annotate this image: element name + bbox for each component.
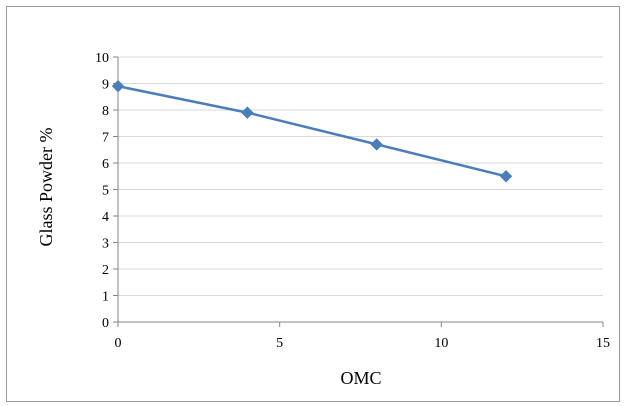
data-point-marker — [371, 139, 382, 150]
gridlines — [118, 57, 603, 296]
y-tick-label: 3 — [102, 237, 109, 252]
data-point-marker — [501, 171, 512, 182]
x-tick-label: 5 — [276, 336, 283, 351]
y-tick-label: 5 — [102, 184, 109, 199]
data-point-marker — [242, 107, 253, 118]
x-tick-label: 10 — [434, 336, 448, 351]
y-tick-label: 2 — [102, 263, 109, 278]
y-tick-label: 10 — [95, 51, 109, 66]
y-axis-title: Glass Powder % — [36, 128, 56, 247]
y-tick-label: 7 — [102, 131, 109, 146]
x-tick-labels: 0 5 10 15 — [115, 336, 611, 351]
series-group — [113, 81, 512, 182]
y-tick-label: 4 — [102, 210, 109, 225]
data-point-marker — [113, 81, 124, 92]
y-tick-label: 6 — [102, 157, 109, 172]
x-tick-label: 0 — [115, 336, 122, 351]
axes — [113, 57, 603, 327]
y-tick-label: 8 — [102, 104, 109, 119]
y-tick-label: 9 — [102, 78, 109, 93]
x-tick-label: 15 — [596, 336, 610, 351]
y-tick-label: 1 — [102, 290, 109, 305]
y-tick-labels: 0 1 2 3 4 5 6 7 8 9 10 — [95, 51, 109, 331]
y-tick-label: 0 — [102, 316, 109, 331]
x-axis-title: OMC — [340, 368, 381, 388]
